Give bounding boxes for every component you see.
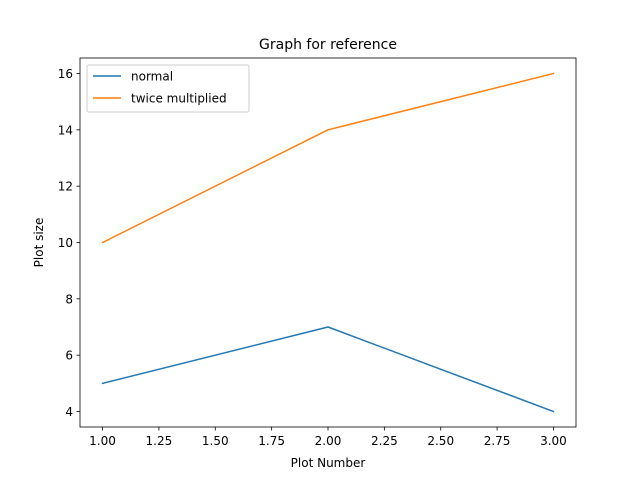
- x-tick-label: 1.25: [146, 434, 173, 448]
- x-tick-label: 1.00: [89, 434, 116, 448]
- y-tick-label: 16: [58, 67, 73, 81]
- x-axis-label: Plot Number: [291, 456, 366, 470]
- y-tick-label: 14: [58, 123, 73, 137]
- x-tick-label: 3.00: [540, 434, 567, 448]
- plot-lines: [101, 72, 555, 413]
- y-tick-label: 12: [58, 180, 73, 194]
- x-axis-ticks: 1.00 1.25 1.50 1.75 2.00 2.25 2.50 2.75 3.00: [89, 427, 567, 448]
- plot-area-frame: [79, 57, 577, 428]
- y-tick-label: 6: [65, 349, 73, 363]
- y-axis-label: Plot size: [32, 218, 46, 268]
- series-line-twice-multiplied: [101, 72, 555, 244]
- x-tick-label: 2.50: [427, 434, 454, 448]
- x-tick-label: 2.00: [315, 434, 342, 448]
- x-tick-label: 1.50: [202, 434, 229, 448]
- y-tick-label: 4: [65, 405, 73, 419]
- legend-box: [86, 64, 250, 113]
- legend-label-normal: normal: [131, 70, 173, 84]
- y-tick-label: 8: [65, 292, 73, 306]
- x-tick-label: 2.75: [484, 434, 511, 448]
- legend-label-twice-multiplied: twice multiplied: [131, 92, 227, 106]
- x-tick-label: 2.25: [371, 434, 398, 448]
- x-tick-label: 1.75: [258, 434, 285, 448]
- legend: normal twice multiplied: [86, 64, 250, 113]
- series-line-normal: [101, 326, 555, 413]
- y-tick-label: 10: [58, 236, 73, 250]
- chart-title: Graph for reference: [259, 37, 397, 53]
- y-axis-ticks: 4 6 8 10 12 14 16: [58, 67, 80, 419]
